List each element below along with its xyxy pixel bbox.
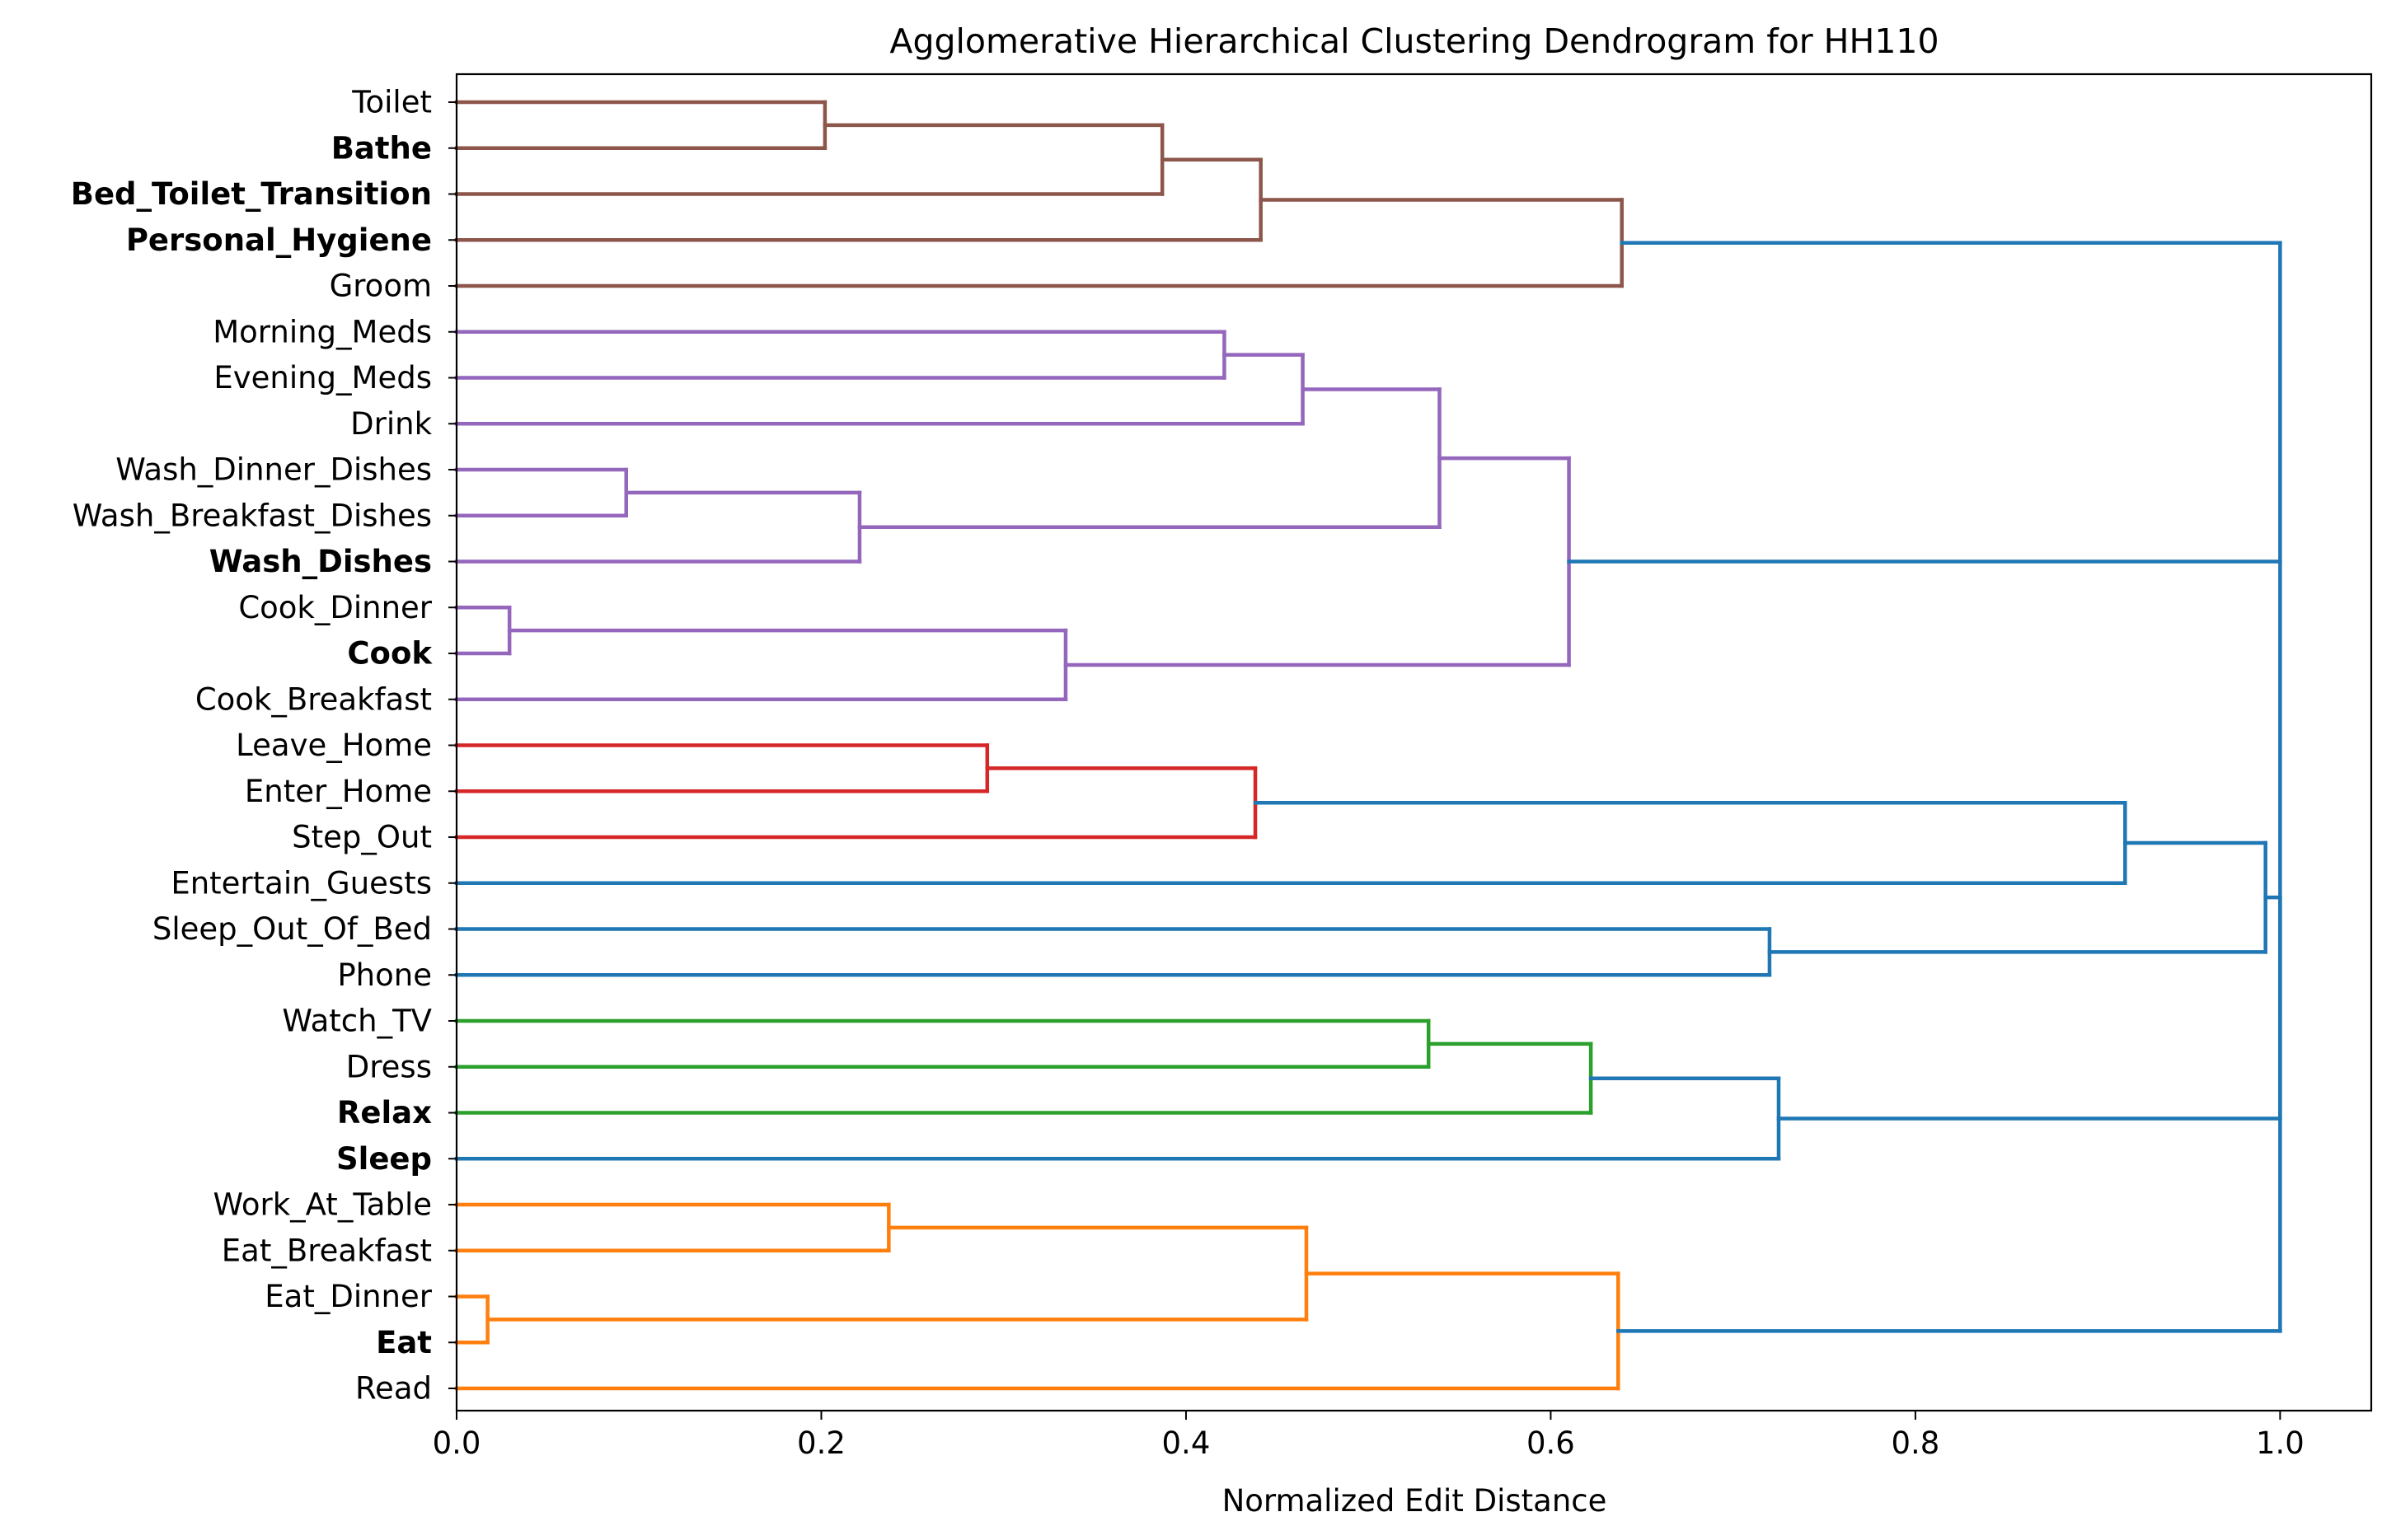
x-tick-label: 0.6 (1526, 1425, 1575, 1461)
leaf-label: Eat_Breakfast (222, 1233, 432, 1268)
leaf-label: Leave_Home (236, 728, 432, 763)
leaf-label: Sleep (336, 1141, 432, 1177)
leaf-label: Watch_TV (282, 1004, 432, 1039)
leaf-label: Wash_Dinner_Dishes (115, 452, 432, 488)
leaf-label: Enter_Home (245, 774, 432, 809)
leaf-label: Cook_Breakfast (195, 681, 432, 717)
x-tick-label: 0.2 (797, 1425, 846, 1461)
leaf-label: Cook (347, 636, 433, 672)
x-tick-label: 1.0 (2256, 1425, 2305, 1461)
leaf-label: Relax (337, 1095, 432, 1130)
x-axis: 0.0 0.2 0.4 0.6 0.8 1.0 (433, 1411, 2305, 1461)
x-tick-label: 0.8 (1891, 1425, 1939, 1461)
leaf-label: Work_At_Table (213, 1187, 432, 1223)
leaf-label: Phone (337, 957, 432, 993)
leaf-label: Wash_Breakfast_Dishes (73, 498, 432, 533)
plot-frame (455, 73, 2373, 1412)
leaf-label: Read (355, 1371, 432, 1407)
leaf-label: Cook_Dinner (238, 590, 432, 625)
leaf-label: Toilet (351, 85, 432, 120)
x-tick-label: 0.0 (433, 1425, 481, 1461)
leaf-label: Bathe (331, 130, 432, 166)
leaf-label: Wash_Dishes (209, 544, 432, 579)
dendrogram-links (454, 100, 2282, 1391)
leaf-label: Sleep_Out_Of_Bed (152, 911, 432, 947)
leaf-labels: Toilet Bathe Bed_Toilet_Transition Personal… (71, 85, 457, 1407)
leaf-label: Evening_Meds (213, 360, 432, 396)
leaf-label: Bed_Toilet_Transition (71, 176, 432, 212)
leaf-label: Morning_Meds (213, 314, 432, 349)
x-tick-label: 0.4 (1162, 1425, 1211, 1461)
chart-title: Agglomerative Hierarchical Clustering De… (889, 21, 1939, 61)
x-axis-label: Normalized Edit Distance (1222, 1483, 1607, 1519)
leaf-label: Groom (330, 269, 432, 304)
leaf-label: Dress (346, 1049, 432, 1084)
leaf-label: Step_Out (292, 820, 432, 855)
leaf-label: Personal_Hygiene (126, 222, 432, 258)
leaf-label: Eat_Dinner (265, 1279, 432, 1314)
leaf-label: Eat (376, 1325, 432, 1360)
leaf-label: Entertain_Guests (171, 865, 432, 901)
leaf-label: Drink (350, 406, 432, 442)
